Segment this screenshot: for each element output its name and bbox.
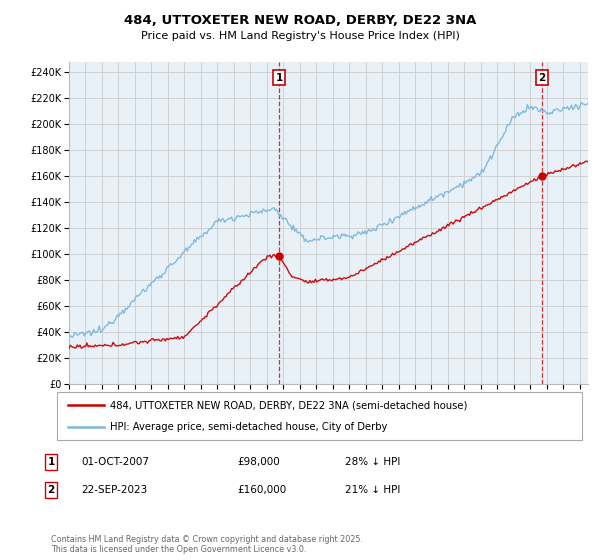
Text: £160,000: £160,000 bbox=[237, 485, 286, 495]
Text: HPI: Average price, semi-detached house, City of Derby: HPI: Average price, semi-detached house,… bbox=[110, 422, 387, 432]
FancyBboxPatch shape bbox=[57, 392, 582, 440]
Text: 01-OCT-2007: 01-OCT-2007 bbox=[81, 457, 149, 467]
Text: Contains HM Land Registry data © Crown copyright and database right 2025.
This d: Contains HM Land Registry data © Crown c… bbox=[51, 535, 363, 554]
Text: Price paid vs. HM Land Registry's House Price Index (HPI): Price paid vs. HM Land Registry's House … bbox=[140, 31, 460, 41]
Text: 2: 2 bbox=[539, 73, 546, 83]
Text: 484, UTTOXETER NEW ROAD, DERBY, DE22 3NA (semi-detached house): 484, UTTOXETER NEW ROAD, DERBY, DE22 3NA… bbox=[110, 400, 467, 410]
Text: 1: 1 bbox=[47, 457, 55, 467]
Text: £98,000: £98,000 bbox=[237, 457, 280, 467]
Text: 484, UTTOXETER NEW ROAD, DERBY, DE22 3NA: 484, UTTOXETER NEW ROAD, DERBY, DE22 3NA bbox=[124, 14, 476, 27]
Text: 22-SEP-2023: 22-SEP-2023 bbox=[81, 485, 147, 495]
Text: 28% ↓ HPI: 28% ↓ HPI bbox=[345, 457, 400, 467]
Text: 1: 1 bbox=[275, 73, 283, 83]
Text: 21% ↓ HPI: 21% ↓ HPI bbox=[345, 485, 400, 495]
Text: 2: 2 bbox=[47, 485, 55, 495]
